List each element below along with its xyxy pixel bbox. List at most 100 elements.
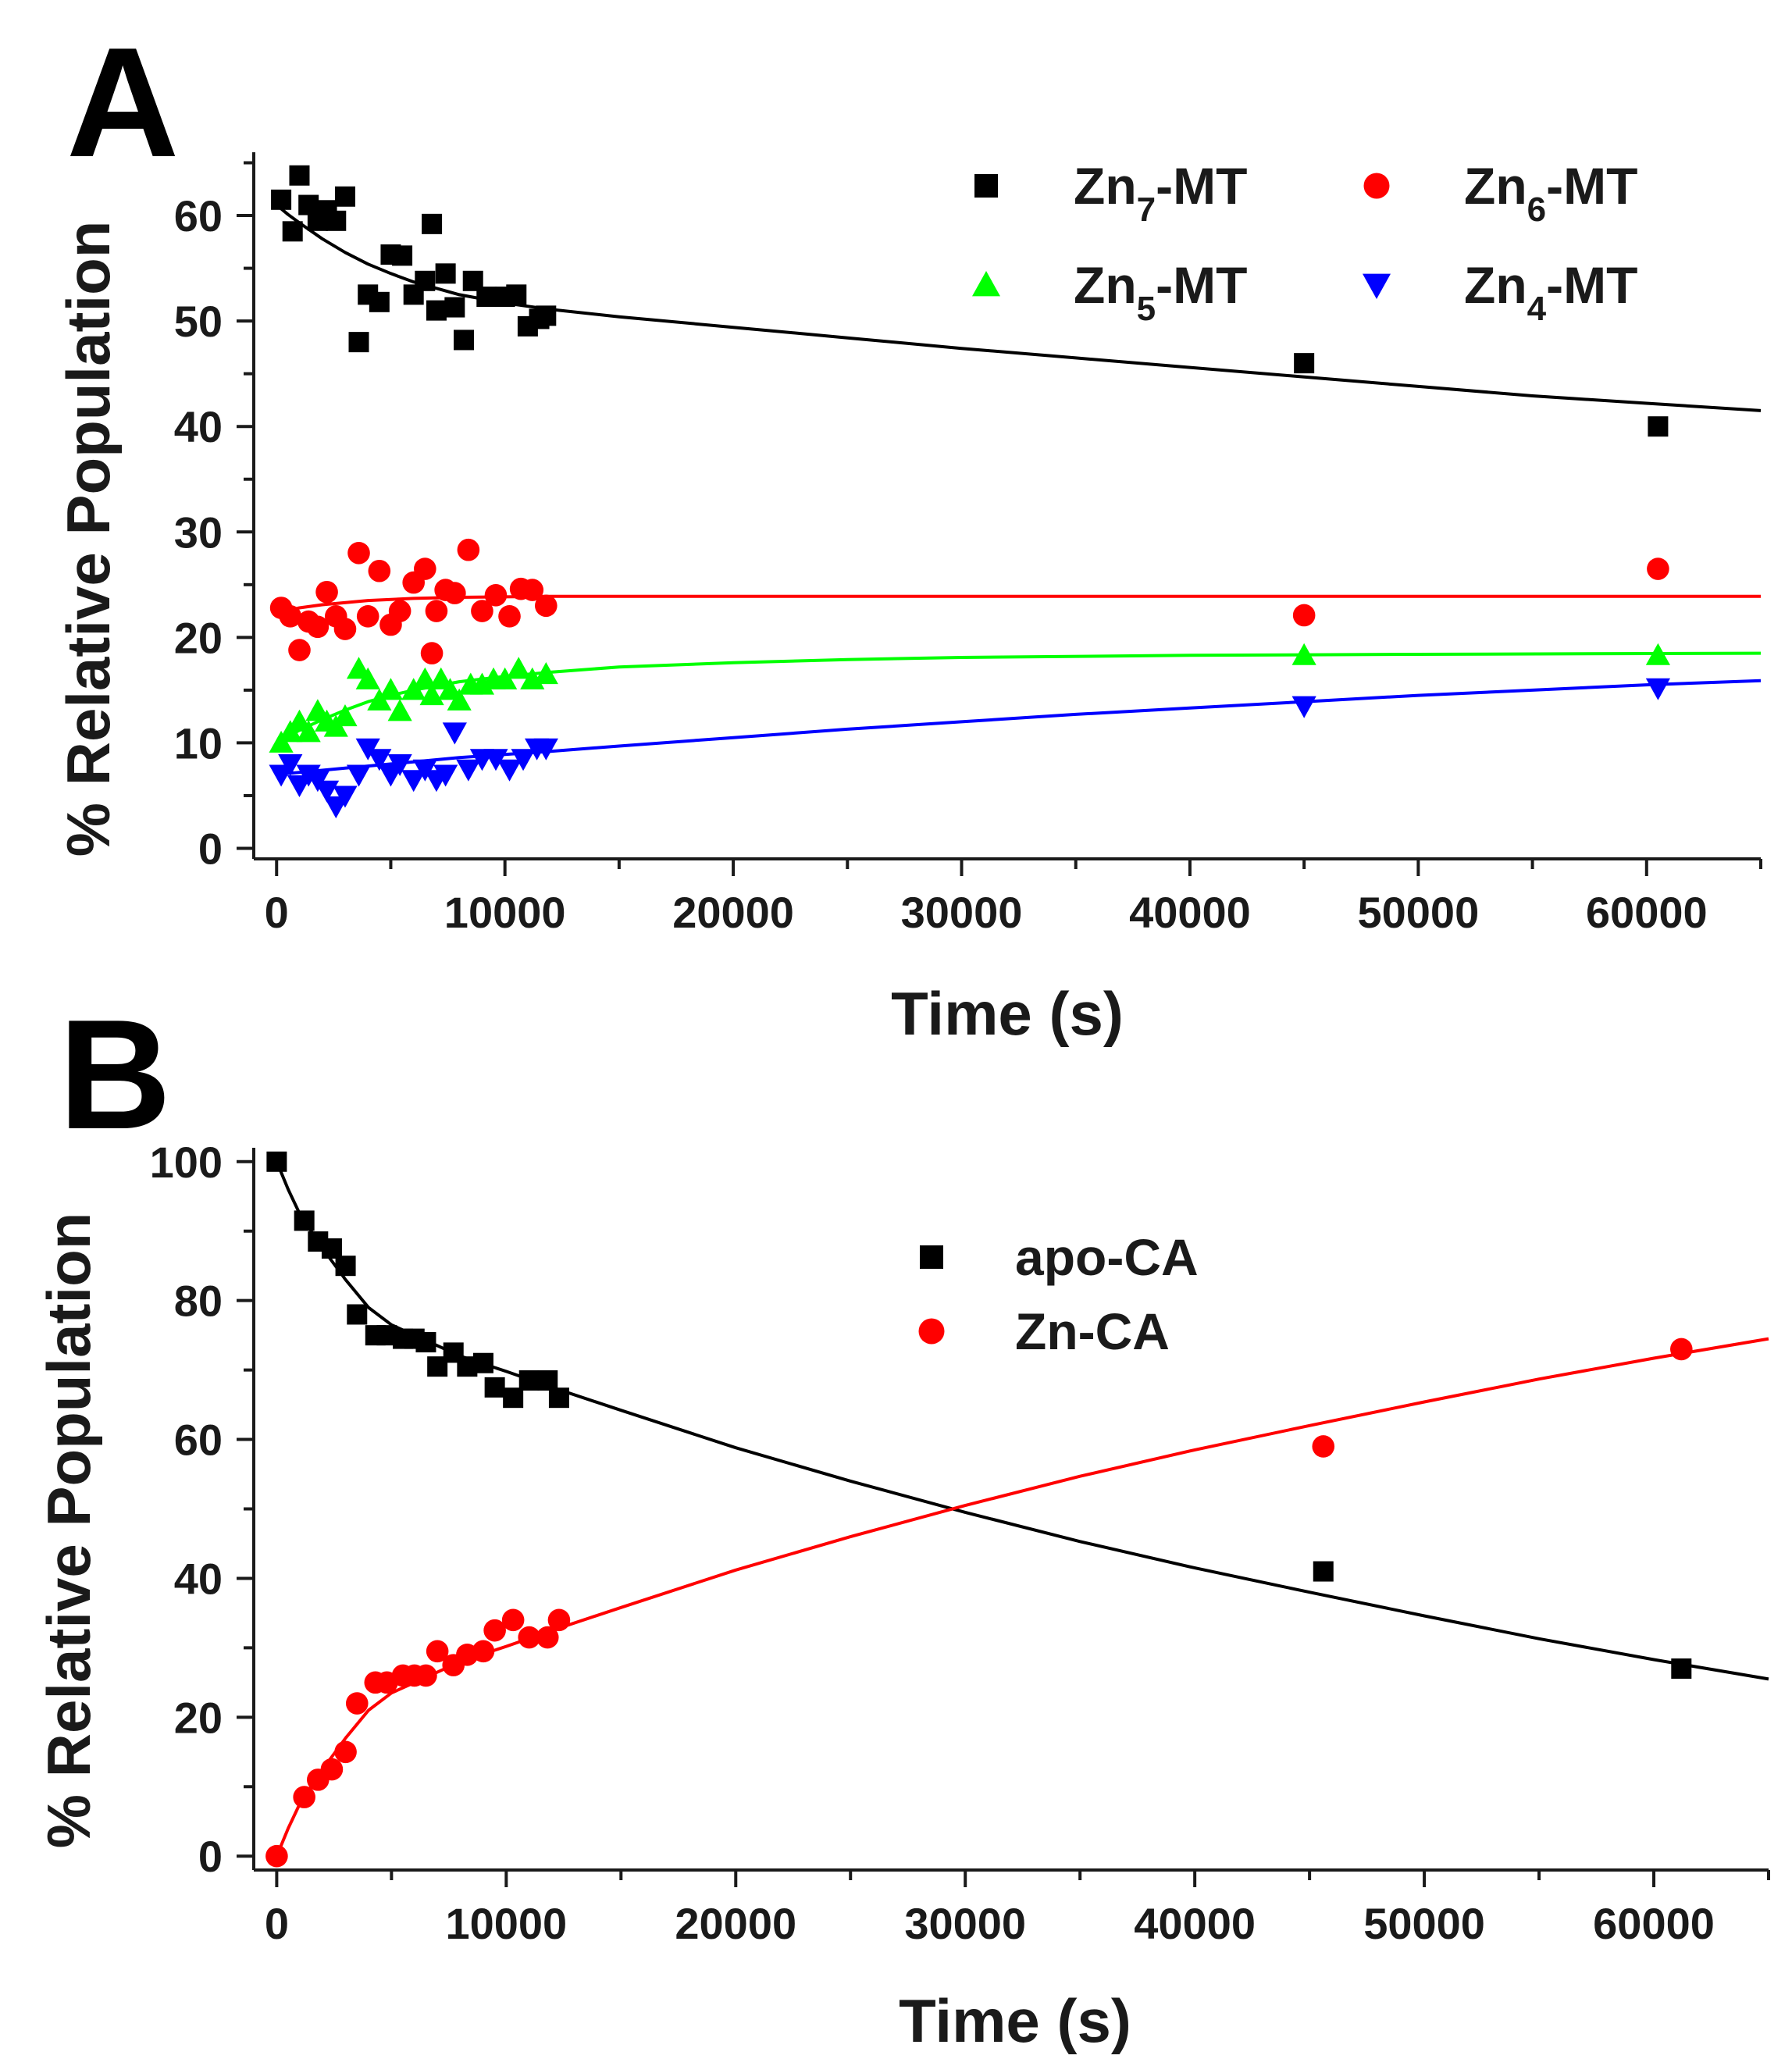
panel-b-x-tick-label: 50000 <box>1363 1899 1485 1948</box>
panel-b-fit-line-zn-ca <box>275 1337 1769 1857</box>
panel-b-legend-label: Zn-CA <box>1015 1302 1170 1360</box>
panel-a-point-zn5-mt <box>412 667 437 689</box>
panel-a-point-zn4-mt <box>278 753 303 777</box>
panel-b-point-apo-ca <box>537 1370 558 1391</box>
panel-a-x-tick-label: 0 <box>265 888 289 937</box>
panel-a-point-zn6-mt <box>368 559 391 582</box>
panel-a-x-tick-label: 50000 <box>1357 888 1479 937</box>
panel-a-point-zn7-mt <box>392 245 413 266</box>
panel-a-point-zn6-mt <box>457 538 480 561</box>
panel-b-point-zn-ca <box>293 1786 315 1808</box>
panel-a-point-zn6-mt <box>279 605 302 628</box>
panel-a-fit-line-zn7-mt <box>275 203 1762 412</box>
panel-a-legend-marker <box>974 174 998 198</box>
panel-b-fit-line-apo-ca <box>275 1161 1769 1681</box>
panel-b-point-zn-ca <box>334 1740 357 1764</box>
panel-a-legend-item: Zn6-MT <box>1363 157 1637 229</box>
panel-b-legend-item: apo-CA <box>920 1228 1199 1286</box>
panel-a-point-zn6-mt <box>484 584 508 607</box>
panel-a-point-zn6-mt <box>1292 604 1316 627</box>
panel-a-point-zn6-mt <box>420 642 444 664</box>
panel-b-point-zn-ca <box>547 1608 571 1632</box>
panel-a-point-zn4-mt <box>401 770 426 793</box>
panel-b-point-apo-ca <box>548 1387 569 1409</box>
panel-b-y-tick-label: 0 <box>198 1832 223 1881</box>
panel-a-point-zn6-mt <box>521 579 544 601</box>
panel-a-point-zn4-mt <box>511 749 536 771</box>
panel-a-x-tick-label: 40000 <box>1129 888 1251 937</box>
panel-a-point-zn6-mt <box>347 541 370 565</box>
panel-a-legend-label: Zn6-MT <box>1464 157 1637 229</box>
panel-a-point-zn6-mt <box>306 615 330 639</box>
panel-b-point-apo-ca <box>503 1387 524 1409</box>
panel-b-x-tick-label: 0 <box>265 1899 289 1948</box>
panel-b-point-zn-ca <box>320 1758 344 1781</box>
panel-a-point-zn6-mt <box>425 600 448 622</box>
panel-a-point-zn7-mt <box>1648 416 1669 437</box>
panel-a-legend: Zn7-MT Zn6-MT Zn5-MT Zn4-MT <box>972 157 1637 328</box>
panel-a-point-zn6-mt <box>288 639 311 661</box>
panel-a-x-tick-label: 30000 <box>901 888 1023 937</box>
panel-a-point-zn4-mt <box>1645 678 1671 700</box>
panel-a-point-zn5-mt <box>533 662 558 685</box>
panel-b-y-tick-label: 40 <box>174 1554 223 1603</box>
panel-a-y-axis-title: % Relative Population <box>54 221 123 857</box>
panel-b-x-tick-label: 40000 <box>1134 1899 1256 1948</box>
panel-a-point-zn5-mt <box>493 667 518 689</box>
panel-a-point-zn7-mt <box>506 284 527 305</box>
panel-a-point-zn7-mt <box>422 213 443 234</box>
panel-a-legend-label: Zn5-MT <box>1074 256 1247 328</box>
panel-a-legend-marker <box>1363 273 1391 299</box>
panel-a-point-zn4-mt <box>497 759 522 782</box>
panel-b-point-zn-ca <box>536 1626 559 1649</box>
panel-a-legend-item: Zn5-MT <box>972 256 1247 328</box>
panel-b-point-apo-ca <box>347 1304 368 1325</box>
panel-b-point-zn-ca <box>415 1664 437 1687</box>
panel-b-axes: 0 10000 20000 30000 40000 50000 60000 0 20 40 60 80… <box>150 1138 1770 1948</box>
panel-a-point-zn4-mt <box>442 722 467 745</box>
panel-a-point-zn6-mt <box>1647 557 1669 580</box>
panel-b-point-apo-ca <box>294 1210 315 1231</box>
panel-a-x-tick-label: 10000 <box>444 888 566 937</box>
panel-b-point-zn-ca <box>1312 1435 1335 1458</box>
panel-b-point-zn-ca <box>472 1640 495 1663</box>
panel-a-point-zn7-mt <box>415 270 436 291</box>
panel-a-legend-marker <box>972 271 1000 297</box>
panel-a-y-tick-label: 50 <box>174 297 223 346</box>
panel-a-point-zn4-mt <box>387 753 412 777</box>
panel-a-point-zn4-mt <box>346 764 372 787</box>
panel-a-x-tick-label: 60000 <box>1586 888 1708 937</box>
panel-a-point-zn7-mt <box>271 189 292 210</box>
panel-a-point-zn6-mt <box>315 580 338 604</box>
panel-b-x-axis-title: Time (s) <box>899 1986 1131 2055</box>
panel-a-y-tick-label: 20 <box>174 613 223 662</box>
panel-b-point-apo-ca <box>335 1256 356 1277</box>
panel-a-point-zn7-mt <box>454 329 475 351</box>
panel-b-point-zn-ca <box>483 1619 506 1642</box>
panel-a-point-zn6-mt <box>388 600 411 622</box>
panel-a-point-zn4-mt <box>456 759 481 782</box>
panel-b-point-zn-ca <box>518 1626 541 1649</box>
panel-a-point-zn6-mt <box>471 600 493 622</box>
panel-b-point-apo-ca <box>415 1332 436 1353</box>
panel-b-y-tick-label: 60 <box>174 1416 223 1465</box>
panel-a-legend-label: Zn4-MT <box>1464 256 1637 328</box>
panel-a-point-zn4-mt <box>367 749 392 771</box>
panel-a-point-zn7-mt <box>1294 353 1315 374</box>
panel-a-point-zn6-mt <box>535 594 558 618</box>
panel-a-legend-item: Zn7-MT <box>974 157 1247 229</box>
panel-a-legend-marker <box>1363 173 1390 199</box>
panel-b: B 0 10000 20000 30000 40000 50000 60000 0 20 40 60… <box>34 988 1770 2055</box>
panel-b-point-zn-ca <box>345 1692 369 1715</box>
panel-a-data-points <box>269 165 1671 819</box>
panel-b-y-axis-title: % Relative Population <box>34 1213 103 1849</box>
panel-a-y-tick-label: 10 <box>174 718 223 768</box>
panel-a-point-zn5-mt <box>378 678 404 700</box>
panel-b-legend-marker <box>918 1318 945 1345</box>
panel-a-point-zn4-mt <box>314 780 340 803</box>
panel-a-point-zn6-mt <box>498 605 521 628</box>
panel-b-x-tick-label: 30000 <box>904 1899 1026 1948</box>
panel-a-point-zn6-mt <box>444 582 466 604</box>
panel-a-point-zn5-mt <box>387 699 412 721</box>
